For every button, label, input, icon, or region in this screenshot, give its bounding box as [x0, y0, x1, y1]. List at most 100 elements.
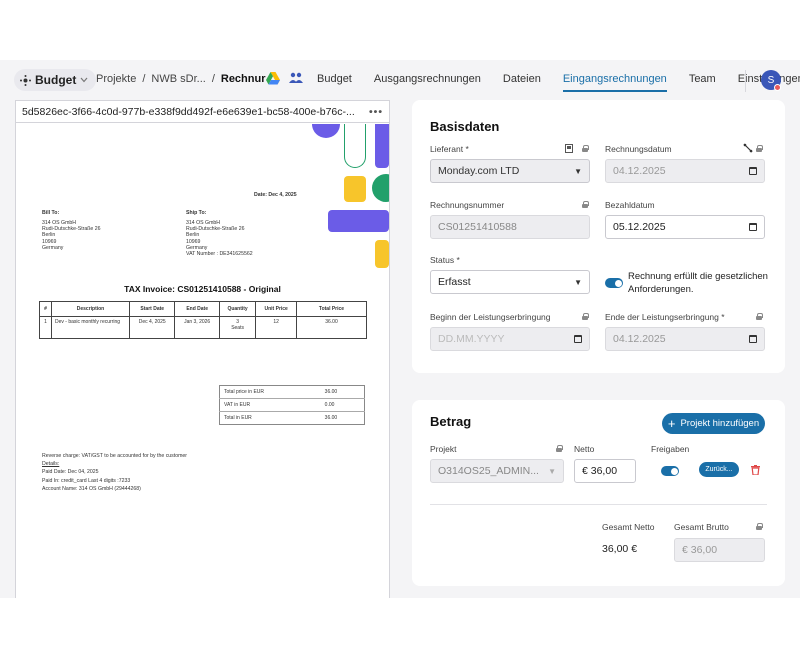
projekt-label: Projekt — [430, 444, 457, 454]
rechnungsdatum-field[interactable]: 04.12.2025 — [605, 159, 765, 183]
ship-to-line: Germany — [186, 244, 208, 251]
beginn-label: Beginn der Leistungserbringung — [430, 312, 551, 322]
status-value: Erfasst — [438, 276, 471, 288]
betrag-title: Betrag — [430, 414, 472, 429]
caret-down-icon: ▼ — [574, 166, 582, 176]
document-preview: 5d5826ec-3f66-4c0d-977b-e338f9dd492f-e6e… — [15, 100, 390, 598]
rechnungsnummer-field[interactable]: CS01251410588 — [430, 215, 590, 239]
quantity-value: 3 — [236, 319, 239, 325]
nav-integrations — [266, 72, 303, 85]
trash-icon[interactable] — [751, 465, 760, 475]
table-header-row: # Description Start Date End Date Quanti… — [39, 301, 367, 317]
beginn-field[interactable]: DD.MM.YYYY — [430, 327, 590, 351]
freigaben-label: Freigaben — [651, 444, 690, 454]
basisdaten-card: Basisdaten Lieferant * Monday.com LTD ▼ … — [412, 100, 785, 373]
budget-switcher[interactable]: Budget — [14, 69, 97, 91]
breadcrumb-separator: / — [142, 73, 146, 85]
tab-dateien[interactable]: Dateien — [502, 73, 541, 85]
breadcrumb-current: Rechnur — [220, 73, 266, 85]
breadcrumb-project[interactable]: NWB sDr... — [151, 73, 206, 85]
table-row: VAT in EUR 0.00 — [219, 398, 365, 412]
ende-label: Ende der Leistungserbringung * — [605, 312, 725, 322]
tab-eingangsrechnungen[interactable]: Eingangsrechnungen — [562, 73, 667, 92]
add-project-button[interactable]: + Projekt hinzufügen — [662, 413, 765, 434]
projekt-value: O314OS25_ADMIN... — [438, 465, 539, 477]
projekt-select[interactable]: O314OS25_ADMIN... ▼ — [430, 459, 564, 483]
app-frame: Budget Projekte / NWB sDr... / Rechnur B… — [0, 60, 800, 598]
column-header: Total Price — [296, 301, 367, 317]
calendar-icon — [749, 335, 757, 343]
bill-to-line: Berlin — [42, 232, 56, 239]
rechnungsdatum-label: Rechnungsdatum — [605, 144, 672, 154]
table-row: 1 Dev - basic monthly recurring Dec 4, 2… — [39, 316, 367, 339]
chevron-down-icon — [80, 77, 88, 83]
beginn-placeholder: DD.MM.YYYY — [438, 333, 505, 345]
column-header: Start Date — [128, 301, 176, 317]
status-select[interactable]: Erfasst ▼ — [430, 270, 590, 294]
bezahldatum-label: Bezahldatum — [605, 200, 655, 210]
bill-to-line: 10969 — [42, 238, 57, 245]
invoice-page: Date: Dec 4, 2025 Bill To: 314 OS GmbH R… — [16, 124, 389, 598]
caret-down-icon: ▼ — [574, 277, 582, 287]
bill-to-line: Rudi-Dutschke-Straße 26 — [42, 226, 101, 233]
legal-requirements-label: Rechnung erfüllt die gesetzlichen Anford… — [628, 271, 768, 295]
bill-to-line: Germany — [42, 244, 64, 251]
document-header: 5d5826ec-3f66-4c0d-977b-e338f9dd492f-e6e… — [16, 101, 389, 123]
document-icon[interactable] — [565, 144, 573, 153]
table-cell: 3 Seats — [218, 316, 257, 339]
tab-team[interactable]: Team — [688, 73, 716, 85]
lieferant-select[interactable]: Monday.com LTD ▼ — [430, 159, 590, 183]
basisdaten-title: Basisdaten — [430, 119, 500, 134]
bill-to-address: 314 OS GmbH Rudi-Dutschke-Straße 26 Berl… — [42, 220, 101, 251]
ende-field[interactable]: 04.12.2025 — [605, 327, 765, 351]
gesamt-brutto-field[interactable]: € 36,00 — [674, 538, 765, 562]
calendar-icon — [574, 335, 582, 343]
table-cell: 12 — [255, 316, 297, 339]
more-dots-icon[interactable]: ••• — [368, 105, 383, 118]
table-cell: 1 — [39, 316, 52, 339]
breadcrumb-projekte[interactable]: Projekte — [96, 73, 137, 85]
tab-ausgangsrechnungen[interactable]: Ausgangsrechnungen — [373, 73, 481, 85]
table-cell: 36.00 — [296, 316, 367, 339]
invoice-footer: Reverse charge: VAT/GST to be accounted … — [42, 452, 187, 493]
transfer-icon[interactable] — [743, 143, 753, 153]
netto-label: Netto — [574, 444, 595, 454]
logo-shape-yellow-bar — [375, 240, 389, 268]
logo-shape-green-circle — [372, 174, 389, 202]
status-label: Status * — [430, 255, 460, 265]
add-project-label: Projekt hinzufügen — [680, 418, 760, 429]
lieferant-value: Monday.com LTD — [438, 165, 520, 177]
bill-to-label: Bill To: — [42, 210, 60, 216]
gesamt-netto-label: Gesamt Netto — [602, 522, 655, 532]
footer-line: Account Name: 314 OS GmbH (29444268) — [42, 485, 141, 492]
netto-field[interactable]: € 36,00 — [574, 459, 636, 483]
column-header: Quantity — [218, 301, 257, 317]
ship-to-line: 10969 — [186, 238, 201, 245]
budget-switcher-label: Budget — [35, 73, 77, 87]
betrag-card: Betrag + Projekt hinzufügen Projekt O314… — [412, 400, 785, 586]
bezahldatum-field[interactable]: 05.12.2025 — [605, 215, 765, 239]
lock-icon — [756, 313, 763, 320]
tab-budget[interactable]: Budget — [317, 73, 352, 85]
google-drive-icon[interactable] — [266, 72, 280, 85]
document-id: 5d5826ec-3f66-4c0d-977b-e338f9dd492f-e6e… — [22, 105, 355, 118]
table-cell: Dec 4, 2025 — [128, 316, 176, 339]
legal-requirements-toggle[interactable] — [605, 278, 623, 288]
bezahldatum-value: 05.12.2025 — [613, 221, 666, 233]
breadcrumb: Projekte / NWB sDr... / Rechnur — [96, 73, 266, 85]
logo-shape-purple-bar — [375, 124, 389, 168]
totals-label: Total in EUR — [219, 411, 321, 425]
logo-shape-yellow-square — [344, 176, 366, 202]
ship-to-line: 314 OS GmbH — [186, 220, 221, 226]
zurueck-button[interactable]: Zurück... — [699, 462, 739, 477]
gesamt-brutto-label: Gesamt Brutto — [674, 522, 729, 532]
app-logo-icon — [20, 74, 31, 86]
totals-value: 0.00 — [320, 398, 365, 412]
ship-to-line: Berlin — [186, 232, 200, 239]
totals-value: 36.00 — [320, 411, 365, 425]
freigabe-toggle[interactable] — [661, 466, 679, 476]
rechnungsnummer-value: CS01251410588 — [438, 221, 517, 233]
logo-shape-purple-half — [312, 124, 340, 138]
team-icon[interactable] — [289, 72, 303, 85]
top-nav: Budget Projekte / NWB sDr... / Rechnur B… — [0, 60, 800, 100]
